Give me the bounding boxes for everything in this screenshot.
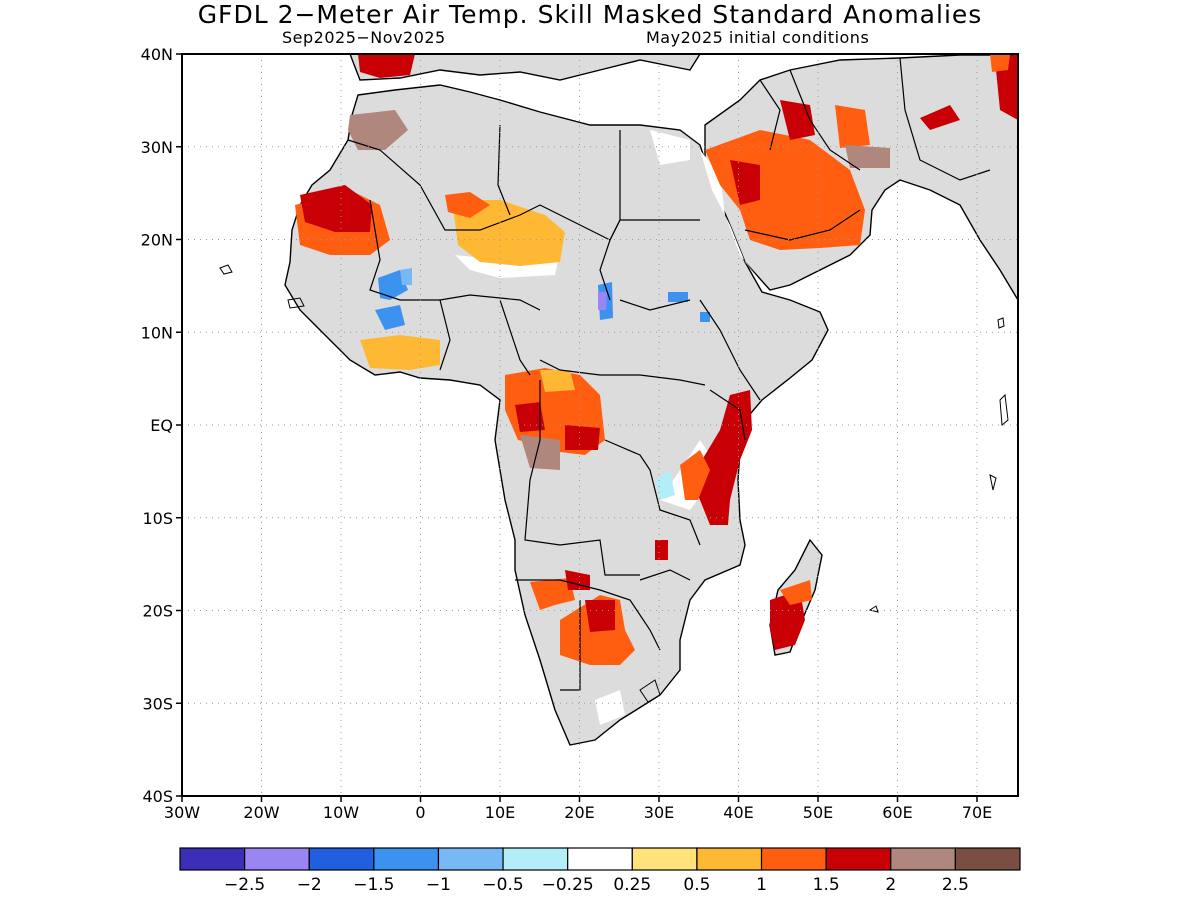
lon-label: 30E — [644, 803, 674, 822]
lon-label: 10W — [323, 803, 359, 822]
latitude-labels: 40N 30N 20N 10N EQ 10S 20S 30S 40S — [141, 45, 173, 806]
colorbar-label: −0.5 — [482, 875, 523, 895]
colorbar-swatch — [825, 847, 892, 871]
colorbar-swatch — [437, 847, 504, 871]
island-outlines — [219, 264, 1009, 703]
colorbar-swatch — [244, 847, 310, 871]
colorbar-swatch — [373, 847, 440, 871]
colorbar-label: −2.5 — [224, 875, 265, 895]
lat-label: 20S — [142, 602, 173, 621]
europe-landmass — [349, 54, 701, 81]
colorbar-swatch — [567, 847, 633, 871]
lat-lon-grid — [176, 53, 1018, 802]
lon-label: 20E — [564, 803, 594, 822]
lat-label: 30S — [142, 694, 173, 713]
colorbar-label: 1.5 — [813, 875, 840, 895]
initial-conditions-label: May2025 initial conditions — [646, 28, 870, 47]
lon-label: 70E — [962, 803, 992, 822]
colorbar-swatch — [631, 847, 698, 871]
colorbar-swatch — [890, 847, 956, 871]
colorbar-label: 2 — [885, 875, 896, 895]
colorbar-label: −1.5 — [353, 875, 394, 895]
lat-label: 20N — [141, 231, 173, 250]
colorbar-swatch — [179, 847, 246, 871]
lat-label: 30N — [141, 138, 173, 157]
colorbar-label: 0.25 — [613, 875, 651, 895]
lon-label: 10E — [485, 803, 515, 822]
colorbar-label: −0.25 — [542, 875, 594, 895]
season-label: Sep2025−Nov2025 — [282, 28, 446, 47]
lon-label: 0 — [415, 803, 425, 822]
lon-label: 40E — [723, 803, 753, 822]
colorbar-label: 1 — [756, 875, 767, 895]
lon-label: 60E — [882, 803, 912, 822]
colorbar-label: 0.5 — [683, 875, 710, 895]
lon-label: 20W — [243, 803, 279, 822]
map-title: GFDL 2−Meter Air Temp. Skill Masked Stan… — [197, 0, 983, 29]
lon-label: 50E — [803, 803, 833, 822]
colorbar-swatch — [954, 847, 1021, 871]
colorbar: −2.5 −2 −1.5 −1 −0.5 −0.25 0.25 0.5 1 1.5 2 2.5 — [179, 847, 1021, 895]
lat-label: 40S — [142, 787, 173, 806]
lat-label: 10N — [141, 323, 173, 342]
colorbar-label: −2 — [297, 875, 322, 895]
lat-label: EQ — [150, 416, 173, 435]
warm-anomaly-patches — [295, 54, 1018, 665]
longitude-labels: 30W 20W 10W 0 10E 20E 30E 40E 50E 60E 70E — [164, 803, 992, 822]
lon-label: 30W — [164, 803, 200, 822]
colorbar-label: −1 — [426, 875, 451, 895]
cool-anomaly-patches — [375, 268, 710, 500]
colorbar-label: 2.5 — [942, 875, 969, 895]
colorbar-swatch — [760, 847, 827, 871]
colorbar-swatch — [308, 847, 375, 871]
lat-label: 10S — [142, 509, 173, 528]
colorbar-swatch — [696, 847, 763, 871]
lat-label: 40N — [141, 45, 173, 64]
map-frame — [181, 53, 1019, 797]
colorbar-swatch — [502, 847, 569, 871]
